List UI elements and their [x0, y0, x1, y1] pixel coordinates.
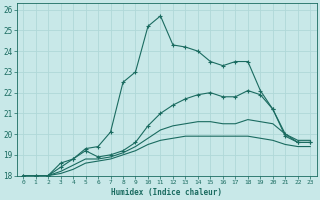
X-axis label: Humidex (Indice chaleur): Humidex (Indice chaleur) [111, 188, 222, 197]
